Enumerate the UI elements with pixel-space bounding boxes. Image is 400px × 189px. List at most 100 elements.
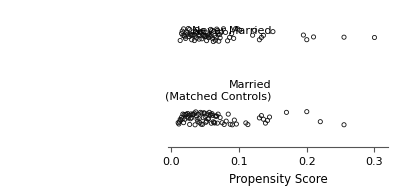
Point bbox=[214, 31, 221, 34]
Point bbox=[300, 33, 306, 36]
Point bbox=[258, 36, 265, 39]
Point bbox=[208, 113, 214, 116]
Point bbox=[250, 34, 256, 37]
Point bbox=[212, 39, 218, 42]
Point bbox=[202, 34, 208, 37]
Point bbox=[195, 33, 202, 36]
Point bbox=[190, 33, 197, 36]
Point bbox=[194, 120, 201, 123]
Point bbox=[190, 113, 196, 116]
Point bbox=[223, 120, 230, 123]
Point bbox=[178, 116, 185, 119]
Point bbox=[177, 118, 183, 121]
Point bbox=[197, 31, 204, 34]
Point bbox=[184, 31, 190, 34]
Point bbox=[218, 31, 225, 34]
Point bbox=[341, 36, 347, 39]
Point bbox=[185, 116, 192, 119]
Point bbox=[190, 30, 196, 33]
Point bbox=[199, 123, 206, 126]
Point bbox=[258, 114, 265, 117]
Point bbox=[195, 113, 202, 116]
Point bbox=[201, 111, 207, 114]
Point bbox=[176, 122, 182, 125]
Point bbox=[182, 35, 188, 38]
Point bbox=[206, 33, 212, 36]
Point bbox=[198, 123, 204, 126]
Point bbox=[207, 35, 213, 38]
Point bbox=[228, 32, 235, 35]
Point bbox=[198, 30, 204, 33]
Point bbox=[189, 113, 196, 116]
Point bbox=[216, 33, 223, 36]
Point bbox=[260, 34, 267, 37]
Point bbox=[209, 29, 215, 32]
Point bbox=[225, 113, 232, 116]
Point bbox=[186, 114, 192, 117]
Point bbox=[208, 28, 214, 31]
Point bbox=[194, 118, 200, 121]
Point bbox=[177, 39, 183, 42]
Point bbox=[189, 33, 196, 36]
Point bbox=[182, 118, 188, 121]
Text: Never Married: Never Married bbox=[192, 26, 271, 36]
Point bbox=[216, 40, 222, 43]
Point bbox=[178, 119, 184, 122]
Point bbox=[194, 31, 201, 34]
Point bbox=[224, 39, 231, 42]
Point bbox=[215, 32, 221, 35]
Point bbox=[183, 30, 190, 33]
Point bbox=[199, 112, 205, 115]
Point bbox=[236, 29, 243, 32]
Point bbox=[212, 115, 218, 118]
Point bbox=[197, 111, 204, 114]
Point bbox=[256, 116, 262, 119]
Point bbox=[245, 123, 251, 126]
Point bbox=[233, 122, 240, 125]
Point bbox=[206, 36, 212, 39]
Point bbox=[208, 122, 214, 125]
Point bbox=[202, 115, 208, 118]
Point bbox=[181, 113, 188, 116]
Point bbox=[181, 34, 188, 37]
Point bbox=[184, 33, 191, 36]
Point bbox=[201, 112, 208, 115]
Point bbox=[188, 34, 194, 37]
Point bbox=[179, 30, 186, 33]
Point bbox=[180, 113, 186, 116]
Point bbox=[184, 112, 191, 115]
Point bbox=[256, 38, 262, 41]
Point bbox=[214, 122, 221, 125]
Point bbox=[260, 118, 267, 121]
Point bbox=[183, 113, 190, 116]
Point bbox=[207, 114, 213, 117]
Point bbox=[188, 116, 195, 119]
Point bbox=[196, 117, 202, 120]
Point bbox=[210, 37, 216, 40]
Point bbox=[188, 112, 194, 115]
Point bbox=[229, 123, 236, 126]
Point bbox=[264, 119, 271, 122]
Point bbox=[214, 28, 220, 31]
Point bbox=[194, 28, 200, 31]
Point bbox=[193, 36, 200, 40]
Point bbox=[200, 116, 206, 119]
Point bbox=[371, 36, 378, 39]
Point bbox=[231, 119, 238, 122]
Point bbox=[262, 122, 269, 125]
Point bbox=[226, 36, 233, 39]
Point bbox=[185, 27, 192, 30]
Point bbox=[196, 38, 202, 41]
Point bbox=[220, 27, 227, 30]
Point bbox=[205, 34, 211, 37]
Point bbox=[304, 38, 310, 41]
Point bbox=[182, 37, 189, 40]
Point bbox=[178, 32, 185, 35]
X-axis label: Propensity Score: Propensity Score bbox=[229, 173, 327, 186]
Point bbox=[191, 112, 198, 115]
Point bbox=[217, 36, 223, 39]
Point bbox=[188, 38, 195, 41]
Point bbox=[184, 115, 190, 119]
Point bbox=[212, 121, 218, 124]
Point bbox=[270, 30, 276, 33]
